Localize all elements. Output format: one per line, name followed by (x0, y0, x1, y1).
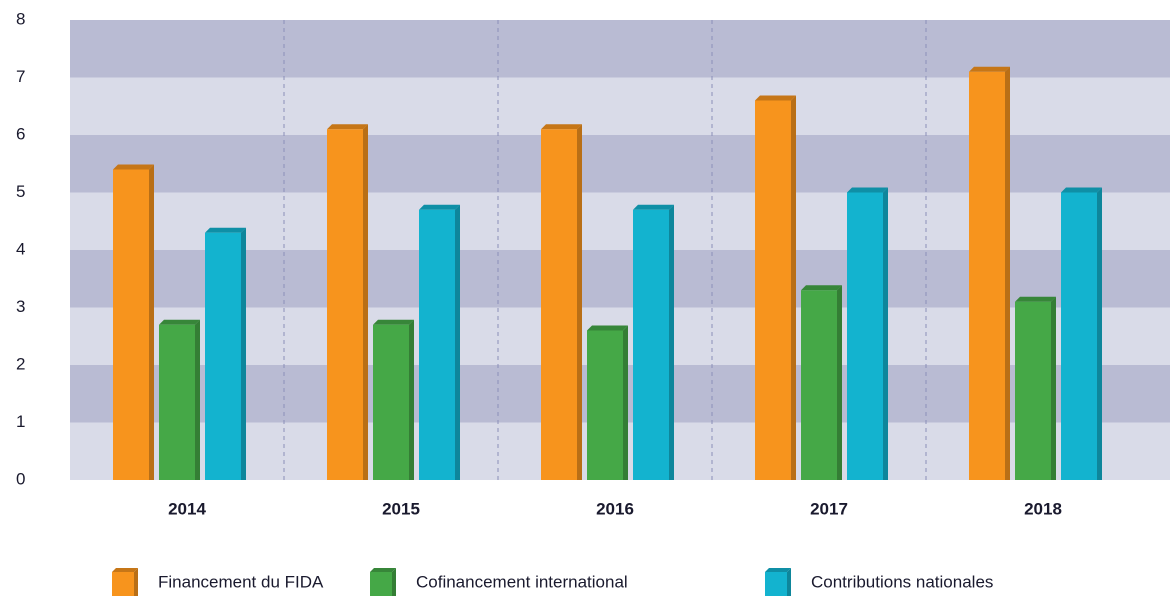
bar-top (969, 66, 1010, 72)
x-tick-label: 2016 (596, 499, 634, 518)
bar (1061, 187, 1102, 480)
bar-face (419, 209, 455, 480)
bar-side (623, 325, 628, 480)
bar (373, 319, 414, 480)
bar (755, 95, 796, 480)
bar-side (791, 95, 796, 480)
y-tick-label: 1 (16, 412, 25, 431)
bar (113, 164, 154, 480)
bar-top (755, 95, 796, 101)
bar (205, 227, 246, 480)
y-tick-label: 5 (16, 182, 25, 201)
bar (327, 124, 368, 480)
y-tick-label: 2 (16, 354, 25, 373)
legend-swatch-side (134, 568, 138, 596)
bar-face (205, 232, 241, 480)
bar-top (327, 124, 368, 130)
bar-face (373, 324, 409, 480)
x-tick-label: 2014 (168, 499, 206, 518)
legend-swatch (370, 572, 392, 596)
legend-swatch-side (787, 568, 791, 596)
legend-swatch-top (112, 568, 138, 572)
bar-face (113, 169, 149, 480)
bar-side (1005, 66, 1010, 480)
bar-top (801, 285, 842, 291)
legend-label: Contributions nationales (811, 572, 993, 591)
x-tick-label: 2018 (1024, 499, 1062, 518)
bar-face (541, 129, 577, 480)
legend-label: Financement du FIDA (158, 572, 324, 591)
bar (159, 319, 200, 480)
bar-side (363, 124, 368, 480)
bar (1015, 296, 1056, 480)
bar-face (801, 290, 837, 480)
bar-top (205, 227, 246, 233)
bar-side (669, 204, 674, 480)
x-tick-label: 2015 (382, 499, 420, 518)
bar (587, 325, 628, 480)
y-tick-label: 3 (16, 297, 25, 316)
bar-face (159, 324, 195, 480)
bar (419, 204, 460, 480)
bar-side (1051, 296, 1056, 480)
bar-face (633, 209, 669, 480)
bar (541, 124, 582, 480)
y-tick-label: 8 (16, 9, 25, 28)
bar-side (149, 164, 154, 480)
legend-swatch-top (370, 568, 396, 572)
y-tick-label: 6 (16, 124, 25, 143)
x-tick-label: 2017 (810, 499, 848, 518)
bar-top (373, 319, 414, 325)
bar-top (587, 325, 628, 331)
legend-label: Cofinancement international (416, 572, 628, 591)
bar-top (847, 187, 888, 193)
y-tick-label: 4 (16, 239, 25, 258)
bar-face (1061, 192, 1097, 480)
bar-face (847, 192, 883, 480)
bar-face (1015, 301, 1051, 480)
bar-face (327, 129, 363, 480)
bar-side (455, 204, 460, 480)
bar-top (633, 204, 674, 210)
bar-side (577, 124, 582, 480)
bar (633, 204, 674, 480)
bar-top (113, 164, 154, 170)
bar-face (755, 100, 791, 480)
y-tick-label: 0 (16, 469, 25, 488)
bar-top (419, 204, 460, 210)
bar-face (587, 330, 623, 480)
bar-side (883, 187, 888, 480)
bar-face (969, 71, 1005, 480)
bar (969, 66, 1010, 480)
bar-top (1015, 296, 1056, 302)
bar (801, 285, 842, 480)
bar-top (159, 319, 200, 325)
legend-swatch-top (765, 568, 791, 572)
legend-swatch (765, 572, 787, 596)
bar-side (195, 319, 200, 480)
legend-swatch-side (392, 568, 396, 596)
bar-side (409, 319, 414, 480)
y-tick-label: 7 (16, 67, 25, 86)
bar-top (1061, 187, 1102, 193)
bar-side (837, 285, 842, 480)
bar-side (241, 227, 246, 480)
bar (847, 187, 888, 480)
legend-swatch (112, 572, 134, 596)
bar-side (1097, 187, 1102, 480)
bar-top (541, 124, 582, 130)
